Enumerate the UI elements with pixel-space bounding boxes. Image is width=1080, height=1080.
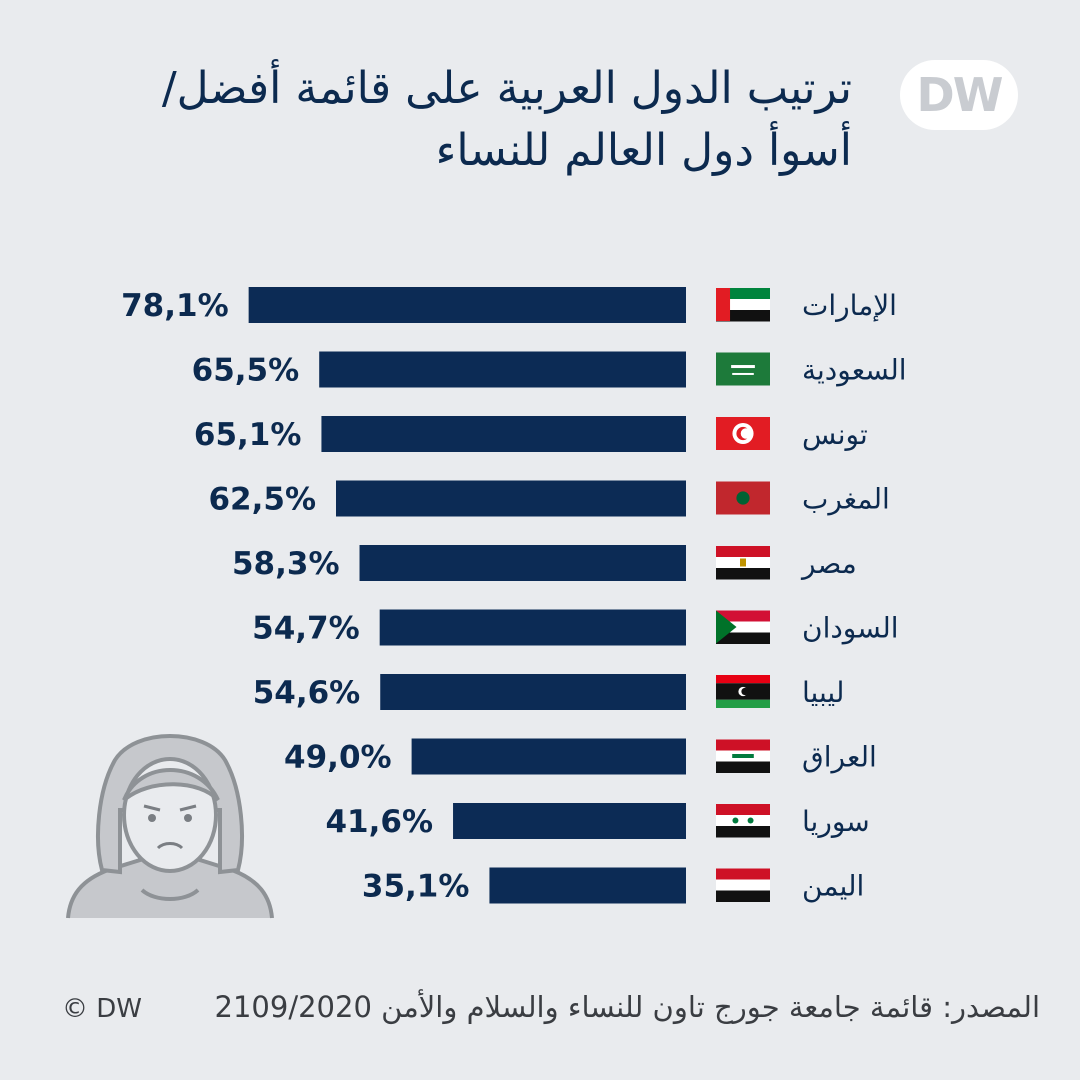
category-label: اليمن <box>802 870 864 903</box>
value-label: 49,0% <box>284 740 392 776</box>
category-label: العراق <box>802 741 877 774</box>
category-label: السودان <box>802 612 899 645</box>
value-label: 54,7% <box>252 611 360 647</box>
bar-2 <box>319 352 686 388</box>
bar-8 <box>412 739 686 775</box>
value-label: 58,3% <box>232 546 340 582</box>
category-label: المغرب <box>802 483 890 516</box>
category-label: ليبيا <box>802 676 844 709</box>
category-label: السعودية <box>802 354 907 387</box>
bar-5 <box>360 545 686 581</box>
value-label: 54,6% <box>253 675 361 711</box>
morocco-flag-icon <box>716 482 770 515</box>
value-label: 65,1% <box>194 417 302 453</box>
libya-flag-icon <box>716 675 770 708</box>
bar-1 <box>249 287 686 323</box>
syria-flag-icon <box>716 804 770 838</box>
value-label: 65,5% <box>192 353 300 389</box>
category-label: تونس <box>802 418 868 451</box>
saudi-flag-icon <box>716 353 770 386</box>
value-label: 35,1% <box>362 869 470 905</box>
source-note: المصدر: قائمة جامعة جورج تاون للنساء وال… <box>215 990 1040 1024</box>
copyright-note: © DW <box>62 994 142 1024</box>
category-label: سوريا <box>802 805 870 838</box>
value-label: 41,6% <box>325 804 433 840</box>
tunisia-flag-icon <box>716 417 770 450</box>
iraq-flag-icon <box>716 740 770 774</box>
egypt-flag-icon <box>716 546 770 580</box>
bar-4 <box>336 481 686 517</box>
value-label: 62,5% <box>208 482 316 518</box>
bar-9 <box>453 803 686 839</box>
bar-10 <box>489 868 686 904</box>
woman-illustration-icon <box>60 720 280 925</box>
yemen-flag-icon <box>716 869 770 903</box>
bar-7 <box>380 674 686 710</box>
category-label: الإمارات <box>802 289 897 322</box>
bar-6 <box>380 610 686 646</box>
sudan-flag-icon <box>716 611 770 645</box>
uae-flag-icon <box>716 288 770 322</box>
value-label: 78,1% <box>121 288 229 324</box>
bar-3 <box>321 416 686 452</box>
category-label: مصر <box>800 547 857 580</box>
